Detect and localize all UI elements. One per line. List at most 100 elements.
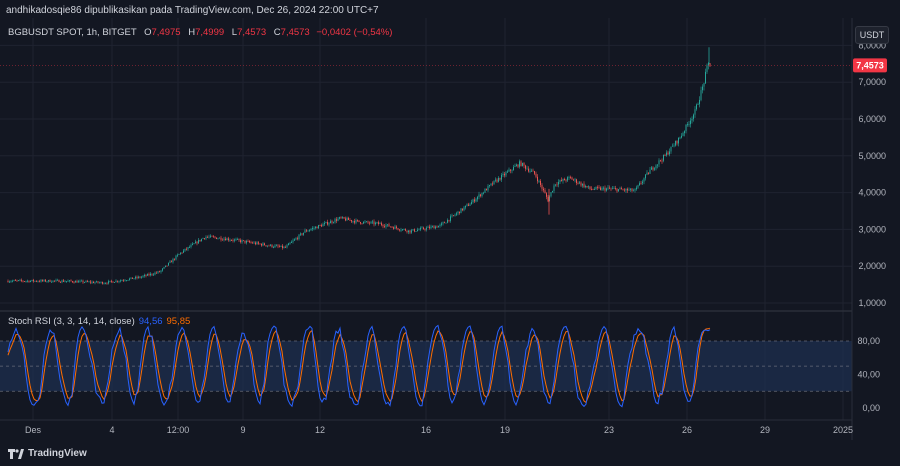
candle-body — [234, 239, 235, 241]
candle-body — [691, 118, 693, 121]
candle-body — [288, 243, 289, 246]
candle-body — [396, 226, 397, 229]
candle-body — [409, 230, 411, 233]
candle-body — [448, 219, 450, 221]
price-axis[interactable]: 8,0000 7,0000 6,0000 5,0000 4,0000 3,0000 2,00… — [858, 40, 886, 308]
candle-body — [411, 230, 412, 233]
candle-body — [379, 223, 381, 225]
stoch-rsi-series — [7, 324, 711, 408]
candle-body — [387, 224, 388, 226]
candle-body — [139, 276, 141, 278]
candle-body — [204, 238, 205, 239]
candle-body — [381, 223, 382, 225]
time-axis[interactable]: Des 4 12:00 9 12 16 19 23 26 29 2025 — [25, 425, 853, 435]
candle-body — [397, 228, 399, 230]
candle-body — [709, 63, 711, 67]
candle-body — [553, 185, 555, 191]
candle-body — [51, 281, 52, 283]
candle-body — [658, 160, 660, 165]
candle-body — [336, 219, 337, 221]
candle-body — [111, 280, 112, 282]
symbol-legend: BGBUSDT SPOT, 1h, BITGET O7,4975 H7,4999… — [8, 27, 392, 38]
rsi-axis[interactable]: 80,00 40,00 0,00 — [857, 336, 880, 413]
candle-body — [589, 186, 591, 189]
stoch-rsi-k-line — [7, 324, 711, 408]
candle-body — [169, 261, 171, 263]
candle-body — [312, 228, 313, 230]
candle-body — [24, 281, 25, 283]
candle-body — [555, 184, 556, 186]
candle-body — [108, 281, 109, 284]
candle-body — [129, 278, 130, 280]
candle-body — [76, 281, 78, 283]
candle-body — [607, 187, 609, 189]
candle-body — [160, 270, 162, 273]
candle-body — [420, 227, 421, 230]
candle-body — [529, 171, 531, 172]
candle-body — [109, 280, 111, 282]
candle-body — [561, 180, 562, 181]
candle-body — [408, 230, 409, 233]
candle-body — [382, 224, 384, 227]
candle-body — [277, 245, 279, 247]
candle-body — [249, 241, 250, 243]
candle-body — [427, 226, 429, 228]
candle-body — [280, 245, 282, 247]
candle-body — [102, 281, 103, 284]
candle-body — [153, 274, 154, 276]
candle-body — [598, 187, 600, 189]
candle-body — [358, 220, 360, 222]
candle-body — [144, 275, 145, 277]
candle-body — [648, 172, 649, 174]
candle-body — [258, 242, 259, 244]
price-tick-label: 2,0000 — [858, 261, 886, 271]
candle-body — [685, 124, 687, 132]
candle-body — [558, 181, 559, 185]
candle-body — [184, 248, 186, 251]
candle-body — [352, 220, 354, 222]
stoch-rsi-d-value: 95,85 — [166, 316, 191, 327]
currency-unit-button[interactable]: USDT — [855, 26, 889, 44]
change-value: −0,0402 (−0,54%) — [316, 27, 393, 38]
candle-body — [163, 267, 165, 269]
candle-body — [31, 279, 33, 281]
candle-body — [75, 281, 76, 283]
candle-body — [384, 226, 385, 228]
candle-body — [639, 183, 640, 186]
candle-body — [87, 281, 88, 282]
candle-body — [339, 217, 340, 219]
candle-body — [88, 281, 90, 283]
candle-body — [295, 238, 297, 240]
candle-body — [676, 140, 678, 144]
candle-body — [505, 172, 507, 176]
candle-body — [490, 183, 492, 186]
candle-body — [279, 246, 280, 248]
candle-body — [36, 280, 37, 282]
candle-body — [30, 280, 31, 282]
candle-body — [186, 248, 187, 250]
candle-body — [525, 165, 526, 169]
candle-body — [694, 109, 696, 115]
candle-body — [117, 280, 118, 282]
candle-body — [183, 250, 184, 253]
candle-body — [324, 222, 325, 225]
candle-body — [517, 164, 519, 167]
candle-body — [349, 219, 351, 221]
candle-body — [504, 173, 505, 176]
candle-body — [418, 229, 420, 231]
candle-body — [430, 226, 432, 229]
candle-body — [400, 230, 402, 231]
close-value: 7,4573 — [280, 27, 310, 38]
candle-body — [582, 183, 583, 186]
candle-body — [550, 192, 552, 197]
candle-body — [321, 225, 322, 227]
candle-body — [297, 238, 298, 240]
candle-body — [456, 213, 457, 215]
candle-body — [238, 239, 240, 241]
candle-body — [412, 229, 414, 231]
candle-body — [219, 237, 220, 239]
candle-body — [285, 246, 286, 248]
tradingview-brand[interactable]: TradingView — [8, 448, 87, 459]
candle-body — [168, 262, 169, 266]
